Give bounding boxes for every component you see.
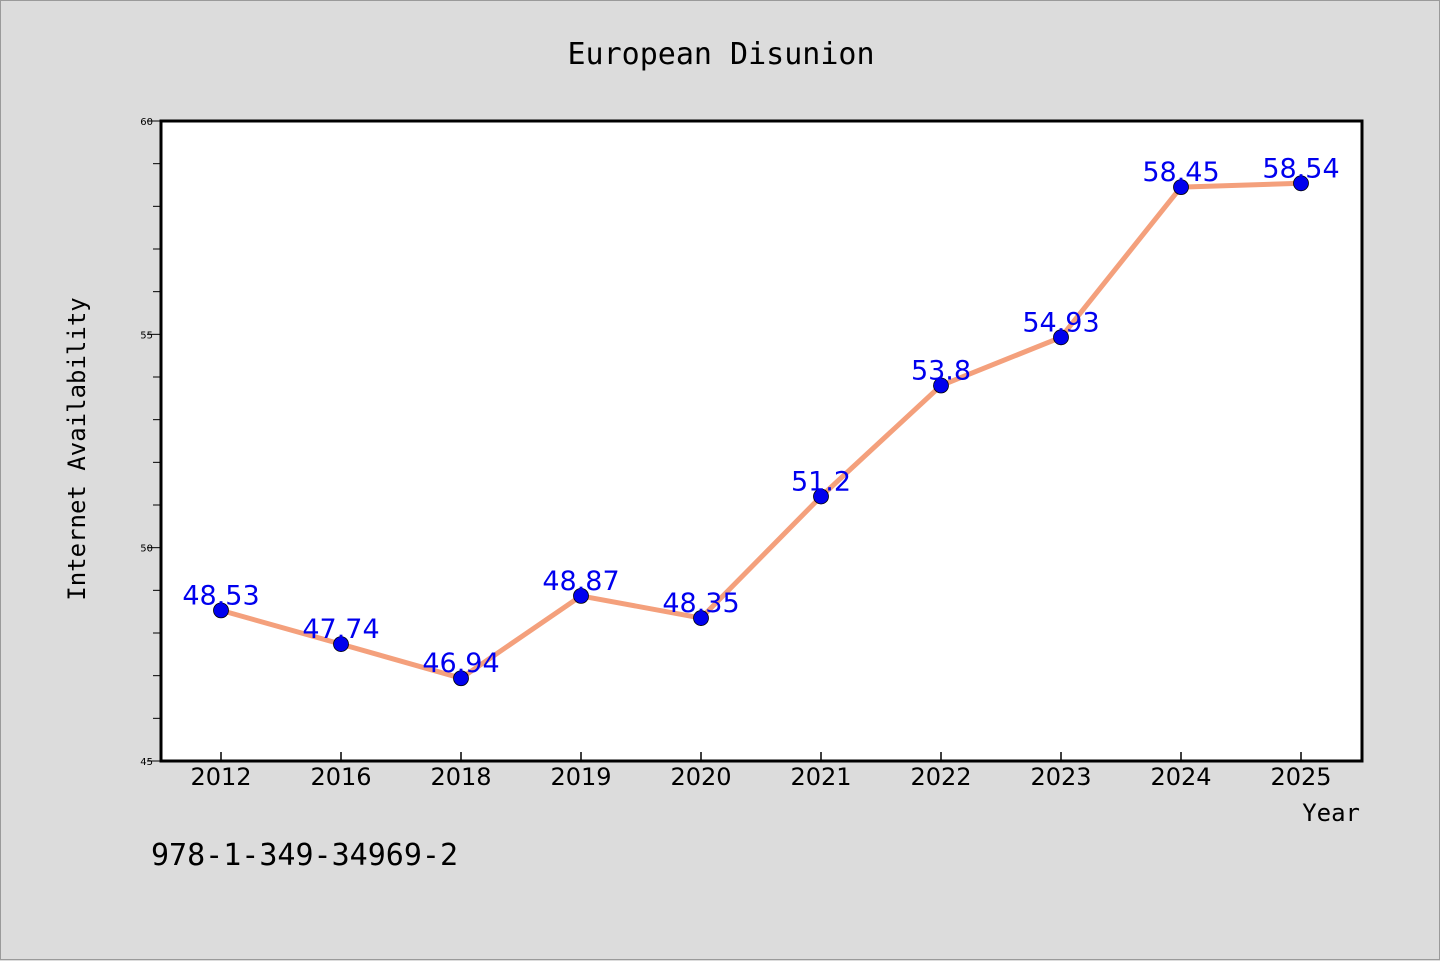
x-tick-label: 2023 [1030,763,1091,791]
x-tick-label: 2012 [190,763,251,791]
data-label: 46.94 [422,648,499,679]
data-point [1053,329,1069,346]
y-axis-label: Internet Availability [63,297,91,600]
data-label: 47.74 [302,614,379,645]
data-point [933,377,949,394]
footer-isbn: 978-1-349-34969-2 [151,838,458,873]
data-point [333,636,349,652]
data-label: 53.8 [911,356,971,387]
data-label: 48.35 [662,588,739,619]
data-label: 48.87 [542,566,619,597]
chart-title: European Disunion [567,37,874,72]
y-tick-label: 45 [140,757,153,768]
x-tick-label: 2021 [790,763,851,791]
x-tick-label: 2025 [1270,763,1331,791]
data-point [213,602,229,619]
data-point [813,488,829,505]
x-tick-label: 2018 [430,763,491,791]
data-label: 58.45 [1142,157,1219,188]
x-tick-label: 2016 [310,763,371,791]
x-axis: 2012 2016 2018 2019 2020 2021 2022 2023 2024 2025 [190,752,1332,791]
data-label: 58.54 [1262,153,1339,184]
data-label: 51.2 [791,466,851,497]
x-axis-label: Year [1302,799,1360,827]
data-point [1293,175,1309,192]
x-tick-label: 2019 [550,763,611,791]
data-point [693,610,709,626]
x-tick-label: 2024 [1150,763,1211,791]
y-axis: 45 50 55 60 [140,117,161,768]
data-point [453,670,469,687]
y-tick-label: 50 [140,544,153,555]
x-tick-label: 2020 [670,763,731,791]
data-labels: 48.53 47.74 46.94 48.87 48.35 51.2 53.8 54.93 58… [182,153,1339,679]
y-tick-label: 60 [140,117,153,128]
y-tick-label: 55 [140,330,153,341]
data-point [1173,179,1189,196]
series-markers [213,175,1309,687]
data-label: 48.53 [182,580,259,611]
x-tick-label: 2022 [910,763,971,791]
data-point [573,587,589,604]
plot-area [159,119,1364,763]
data-label: 54.93 [1022,307,1099,338]
series-line [218,180,1304,681]
